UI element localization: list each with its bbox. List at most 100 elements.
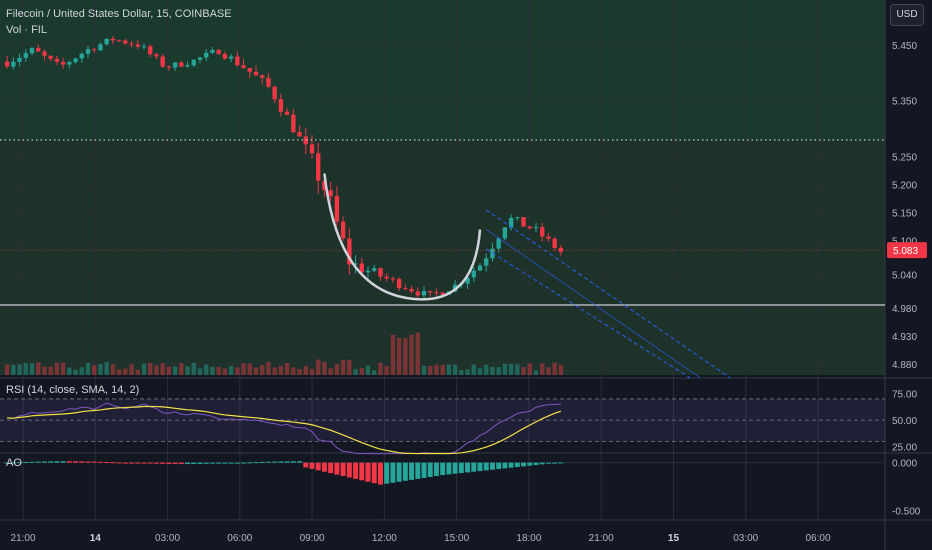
candle-body[interactable]: [60, 61, 66, 65]
candle-body[interactable]: [110, 38, 116, 41]
candle-body[interactable]: [502, 227, 508, 239]
candle-body[interactable]: [297, 132, 302, 137]
candle-body[interactable]: [465, 277, 470, 284]
cup-curve-drawing[interactable]: [323, 173, 482, 301]
candle-body[interactable]: [353, 263, 358, 265]
candle-body[interactable]: [160, 56, 165, 67]
candle-body[interactable]: [260, 75, 265, 78]
candle-body[interactable]: [253, 71, 259, 76]
candle-body[interactable]: [284, 111, 290, 115]
candle-body[interactable]: [471, 270, 476, 278]
candle-body[interactable]: [172, 62, 178, 68]
candle-body[interactable]: [23, 53, 28, 58]
channel-upper-line[interactable]: [485, 209, 731, 379]
candle-body[interactable]: [347, 238, 352, 265]
candle-body[interactable]: [104, 38, 109, 45]
candle-body[interactable]: [54, 58, 60, 62]
candle-body[interactable]: [216, 50, 221, 55]
ao-bar: [346, 462, 352, 478]
descending-channel[interactable]: [485, 209, 731, 379]
candle-body[interactable]: [79, 53, 84, 59]
time-tick-label: 06:00: [805, 533, 830, 544]
candle-body[interactable]: [278, 99, 284, 112]
candle-body[interactable]: [390, 278, 396, 280]
candle-body[interactable]: [235, 56, 240, 66]
candle-body[interactable]: [247, 67, 252, 72]
candle-body[interactable]: [48, 55, 53, 59]
candle-body[interactable]: [241, 65, 246, 68]
candle-body[interactable]: [421, 291, 427, 296]
candle-body[interactable]: [123, 40, 128, 44]
candle-body[interactable]: [17, 57, 22, 62]
currency-button[interactable]: USD: [890, 4, 924, 26]
volume-bar: [471, 364, 476, 375]
candle-body[interactable]: [440, 292, 445, 295]
candle-body[interactable]: [403, 288, 408, 290]
candle-body[interactable]: [36, 48, 41, 52]
candle-body[interactable]: [129, 43, 134, 45]
candle-body[interactable]: [533, 227, 539, 229]
candle-body[interactable]: [515, 217, 520, 219]
candle-body[interactable]: [98, 44, 103, 51]
candle-body[interactable]: [477, 265, 483, 271]
candle-body[interactable]: [552, 238, 557, 248]
candle-body[interactable]: [322, 180, 327, 191]
price-tick-label: 4.930: [892, 332, 917, 343]
candle-body[interactable]: [210, 50, 215, 53]
candle-body[interactable]: [197, 57, 203, 60]
candle-body[interactable]: [434, 292, 439, 294]
candle-body[interactable]: [496, 238, 501, 249]
candle-body[interactable]: [272, 86, 277, 100]
candle-body[interactable]: [92, 49, 97, 51]
candle-body[interactable]: [85, 49, 91, 54]
candle-body[interactable]: [316, 153, 321, 181]
candle-body[interactable]: [67, 62, 72, 65]
candle-body[interactable]: [179, 62, 184, 67]
candle-body[interactable]: [116, 40, 122, 42]
candle-body[interactable]: [166, 66, 172, 68]
candle-body[interactable]: [303, 136, 308, 145]
candle-body[interactable]: [154, 54, 159, 57]
candle-body[interactable]: [546, 236, 551, 239]
candle-body[interactable]: [291, 114, 296, 133]
channel-mid-line[interactable]: [486, 229, 701, 379]
candle-body[interactable]: [372, 268, 377, 271]
candle-body[interactable]: [508, 217, 514, 228]
candle-body[interactable]: [409, 289, 414, 292]
ao-bar: [166, 462, 172, 464]
candle-body[interactable]: [191, 59, 196, 66]
candle-body[interactable]: [4, 61, 10, 67]
ao-bar: [185, 462, 191, 465]
channel-lower-line[interactable]: [485, 248, 691, 379]
candle-body[interactable]: [396, 278, 402, 289]
candle-body[interactable]: [484, 258, 489, 266]
candle-body[interactable]: [222, 54, 228, 59]
candle-body[interactable]: [266, 77, 271, 87]
price-tick-label: 5.350: [892, 97, 917, 108]
candle-body[interactable]: [42, 51, 47, 56]
candle-body[interactable]: [11, 61, 16, 67]
candle-body[interactable]: [428, 291, 433, 293]
candle-body[interactable]: [29, 48, 35, 54]
candle-body[interactable]: [415, 291, 420, 296]
candle-body[interactable]: [185, 65, 190, 67]
candle-body[interactable]: [204, 52, 209, 58]
candle-body[interactable]: [141, 46, 147, 48]
candle-body[interactable]: [521, 217, 526, 227]
candle-body[interactable]: [558, 247, 564, 252]
candle-body[interactable]: [384, 276, 389, 279]
candle-body[interactable]: [340, 221, 346, 239]
candle-body[interactable]: [328, 190, 333, 197]
candle-body[interactable]: [334, 196, 340, 222]
candle-body[interactable]: [135, 44, 140, 47]
candle-body[interactable]: [365, 270, 371, 273]
candle-body[interactable]: [73, 58, 78, 63]
candle-body[interactable]: [148, 46, 153, 55]
candle-body[interactable]: [527, 226, 532, 229]
candle-body[interactable]: [309, 144, 315, 154]
candle-body[interactable]: [359, 263, 364, 273]
candle-body[interactable]: [540, 227, 545, 237]
candle-body[interactable]: [378, 268, 383, 277]
candle-body[interactable]: [228, 56, 234, 59]
